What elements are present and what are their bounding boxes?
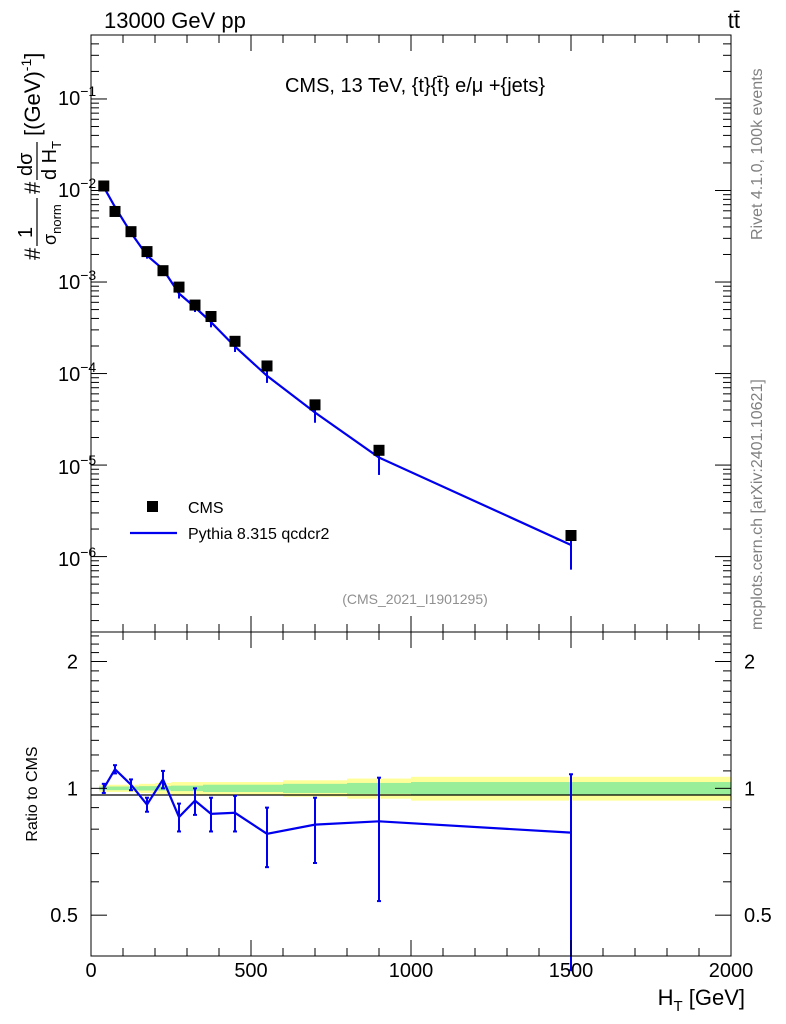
beam-label: 13000 GeV pp <box>104 8 246 33</box>
ratio-y-axis-label: Ratio to CMS <box>24 746 41 841</box>
xtick-label: 2000 <box>709 960 754 982</box>
main-y-tick-labels: 10−6 10−5 10−4 10−3 10−2 10−1 <box>58 83 96 571</box>
svg-text:d HT: d HT <box>39 141 64 180</box>
ytick-label-1e-3: 10−3 <box>58 267 96 294</box>
svg-text:1: 1 <box>15 227 37 238</box>
xtick-label: 1500 <box>549 960 594 982</box>
ratio-band-inner <box>107 786 123 791</box>
process-label: tt̄ <box>728 8 740 33</box>
legend-data-label: CMS <box>188 500 224 517</box>
ratio-band-inner <box>283 783 347 793</box>
ratio-ytick-label-right: 0.5 <box>744 905 772 927</box>
data-point <box>261 360 273 372</box>
data-point <box>173 281 185 293</box>
data-point <box>565 530 577 542</box>
data-point <box>309 399 321 411</box>
main-plot-frame <box>90 34 732 633</box>
main-y-axis-label: # 1 σnorm # dσ d HT [(GeV)-1] <box>15 53 64 260</box>
data-point <box>157 265 169 277</box>
legend-mc-label: Pythia 8.315 qcdcr2 <box>188 526 330 543</box>
data-point <box>189 299 201 311</box>
ratio-band-inner <box>139 786 155 791</box>
ratio-ytick-label-left: 0.5 <box>50 905 78 927</box>
ratio-band-inner <box>219 784 251 793</box>
data-points <box>98 180 577 542</box>
mc-curve <box>102 186 572 546</box>
ratio-ytick-label-left: 2 <box>67 652 78 674</box>
data-point <box>109 205 121 217</box>
ratio-ytick-label-right: 1 <box>744 778 755 800</box>
data-point <box>141 246 153 258</box>
svg-text:#: # <box>20 181 45 194</box>
xtick-label: 0 <box>85 960 96 982</box>
svg-text:[(GeV)-1]: [(GeV)-1] <box>18 53 45 136</box>
svg-text:#: # <box>20 247 45 260</box>
data-point <box>229 335 241 347</box>
mcplots-label: mcplots.cern.ch [arXiv:2401.10621] <box>749 379 766 630</box>
data-point <box>205 311 217 323</box>
legend-data-marker <box>147 501 158 512</box>
ratio-ticks <box>90 632 732 957</box>
data-point <box>125 226 137 238</box>
xtick-label: 1000 <box>389 960 434 982</box>
rivet-label: Rivet 4.1.0, 100k events <box>749 68 766 240</box>
main-title: CMS, 13 TeV, {t}{t̄} e/μ +{jets} <box>285 75 545 97</box>
x-axis-label: HT [GeV] <box>658 985 745 1015</box>
ratio-ytick-label-right: 2 <box>744 652 755 674</box>
analysis-id: (CMS_2021_I1901295) <box>342 591 488 607</box>
ratio-band-inner <box>251 784 283 793</box>
ratio-curve <box>102 767 572 835</box>
xtick-label: 500 <box>234 960 267 982</box>
ratio-band-inner <box>203 784 219 793</box>
ratio-band-inner <box>171 785 187 792</box>
data-point <box>98 180 110 192</box>
legend: CMS Pythia 8.315 qcdcr2 <box>130 500 330 543</box>
data-point <box>373 444 385 456</box>
svg-text:σnorm: σnorm <box>40 204 64 245</box>
ratio-tick-labels: 0.5 0.5 1 1 2 2 0 500 1000 1500 2000 <box>50 652 772 982</box>
ratio-ytick-label-left: 1 <box>67 778 78 800</box>
svg-text:dσ: dσ <box>15 152 37 176</box>
ratio-panel: 0.5 0.51 12 20 500 1000 1500 2000 Ratio to CMS … <box>24 631 772 1015</box>
main-y-ticks <box>90 34 732 632</box>
main-panel: 10−6 10−5 10−4 10−3 10−2 10−1 CMS, 13 Te… <box>15 34 732 633</box>
